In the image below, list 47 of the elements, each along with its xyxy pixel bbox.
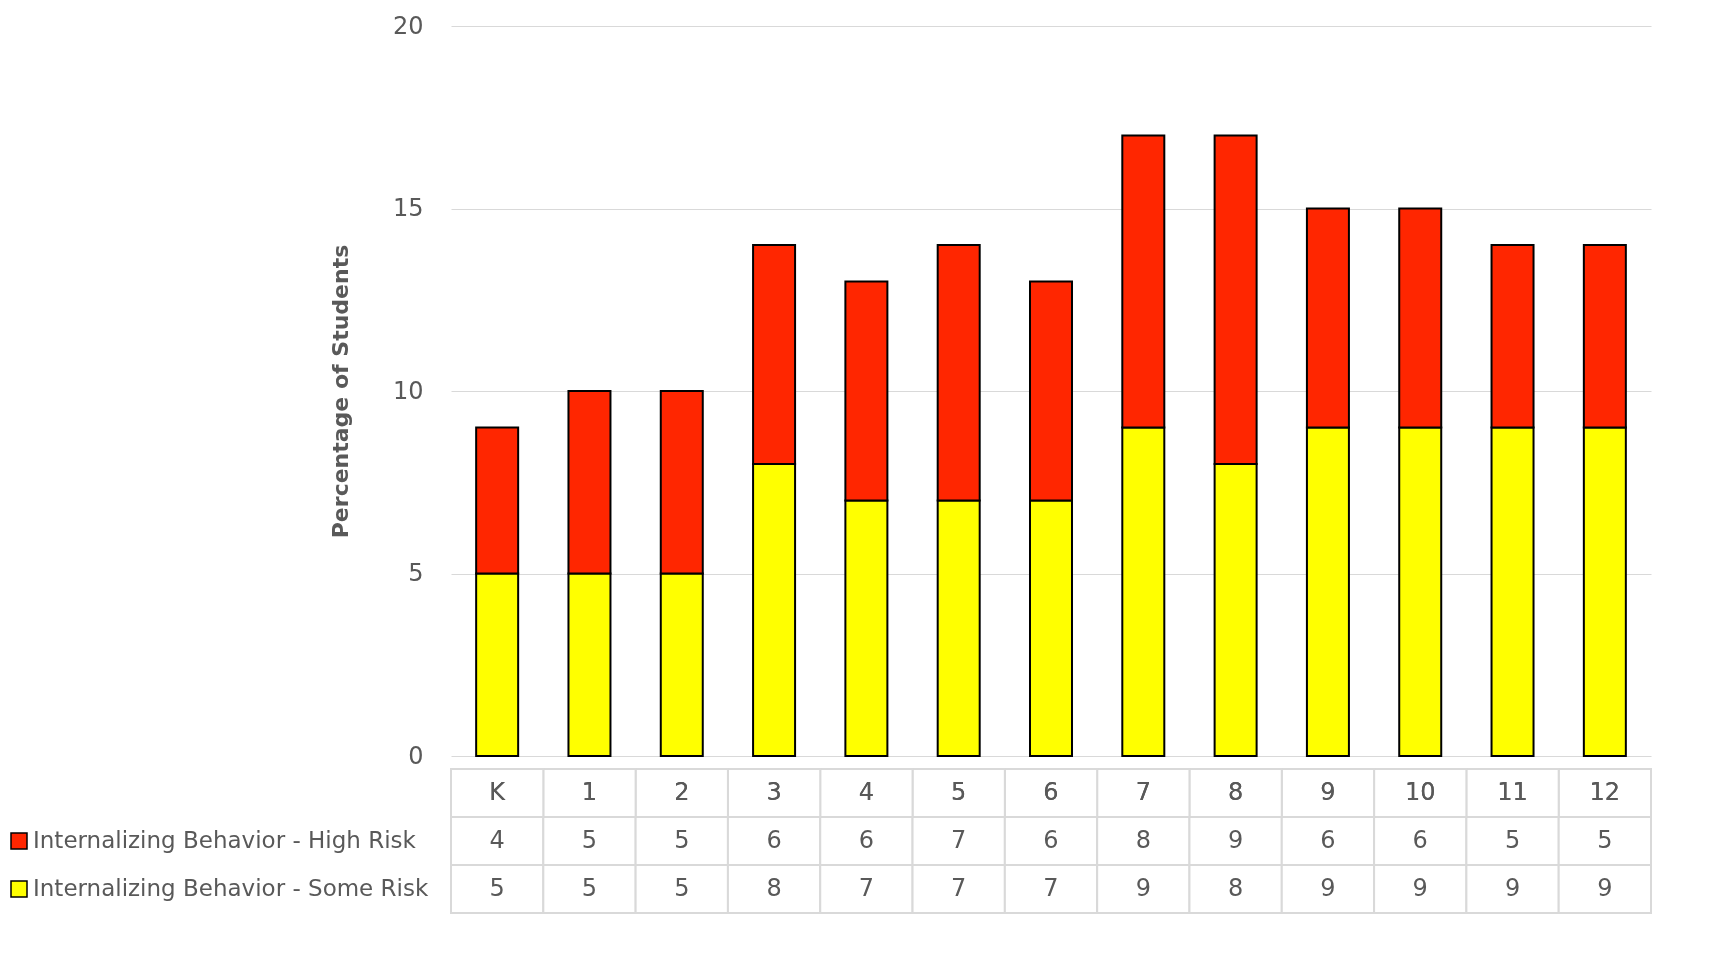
data-label: 7 (1043, 874, 1059, 902)
data-label: 9 (1412, 874, 1428, 902)
y-tick-label: 5 (408, 559, 424, 587)
data-label: 6 (1320, 826, 1336, 854)
data-label: 5 (1504, 826, 1521, 854)
x-tick-label: 6 (1043, 778, 1059, 806)
data-label: 5 (674, 874, 690, 902)
data-label: 7 (951, 826, 967, 854)
data-label: 6 (1043, 826, 1059, 854)
x-tick-label: 12 (1589, 778, 1621, 806)
x-tick-label: 5 (951, 778, 967, 806)
data-label: 5 (489, 874, 505, 902)
x-tick-label: 2 (674, 778, 690, 806)
x-tick-label: 9 (1320, 778, 1336, 806)
x-tick-label: 7 (1135, 778, 1151, 806)
y-tick-label: 10 (392, 376, 424, 405)
x-tick-label: 1 (581, 778, 598, 806)
x-tick-label: 8 (1227, 778, 1244, 806)
data-label: 5 (581, 826, 598, 854)
data-label: 5 (674, 826, 690, 854)
x-tick-label: K (489, 778, 507, 806)
data-label: 6 (766, 826, 782, 854)
y-tick-label: 20 (392, 11, 424, 40)
x-tick-label: 4 (858, 778, 875, 806)
y-tick-label: 15 (392, 194, 424, 222)
data-label: 9 (1135, 874, 1151, 902)
data-label: 8 (1135, 826, 1151, 854)
data-label: 7 (858, 874, 875, 902)
data-label: 9 (1504, 874, 1521, 902)
data-label: 9 (1597, 874, 1613, 902)
y-axis-title: Percentage of Students (327, 244, 353, 539)
x-tick-label: 10 (1404, 778, 1436, 806)
y-tick-label: 0 (408, 741, 424, 770)
data-label: 7 (951, 874, 967, 902)
data-label: 6 (858, 826, 875, 854)
data-label: 4 (489, 826, 505, 854)
data-label: 8 (766, 874, 782, 902)
data-label: 5 (1597, 826, 1613, 854)
x-tick-label: 3 (766, 778, 782, 806)
data-label: 9 (1320, 874, 1336, 902)
data-label: 8 (1227, 874, 1244, 902)
x-tick-label: 11 (1497, 778, 1528, 806)
data-label: 9 (1227, 826, 1244, 854)
legend-label: Internalizing Behavior - High Risk (33, 827, 417, 853)
legend-label: Internalizing Behavior - Some Risk (33, 875, 429, 901)
data-label: 5 (581, 874, 598, 902)
data-label: 6 (1412, 826, 1428, 854)
